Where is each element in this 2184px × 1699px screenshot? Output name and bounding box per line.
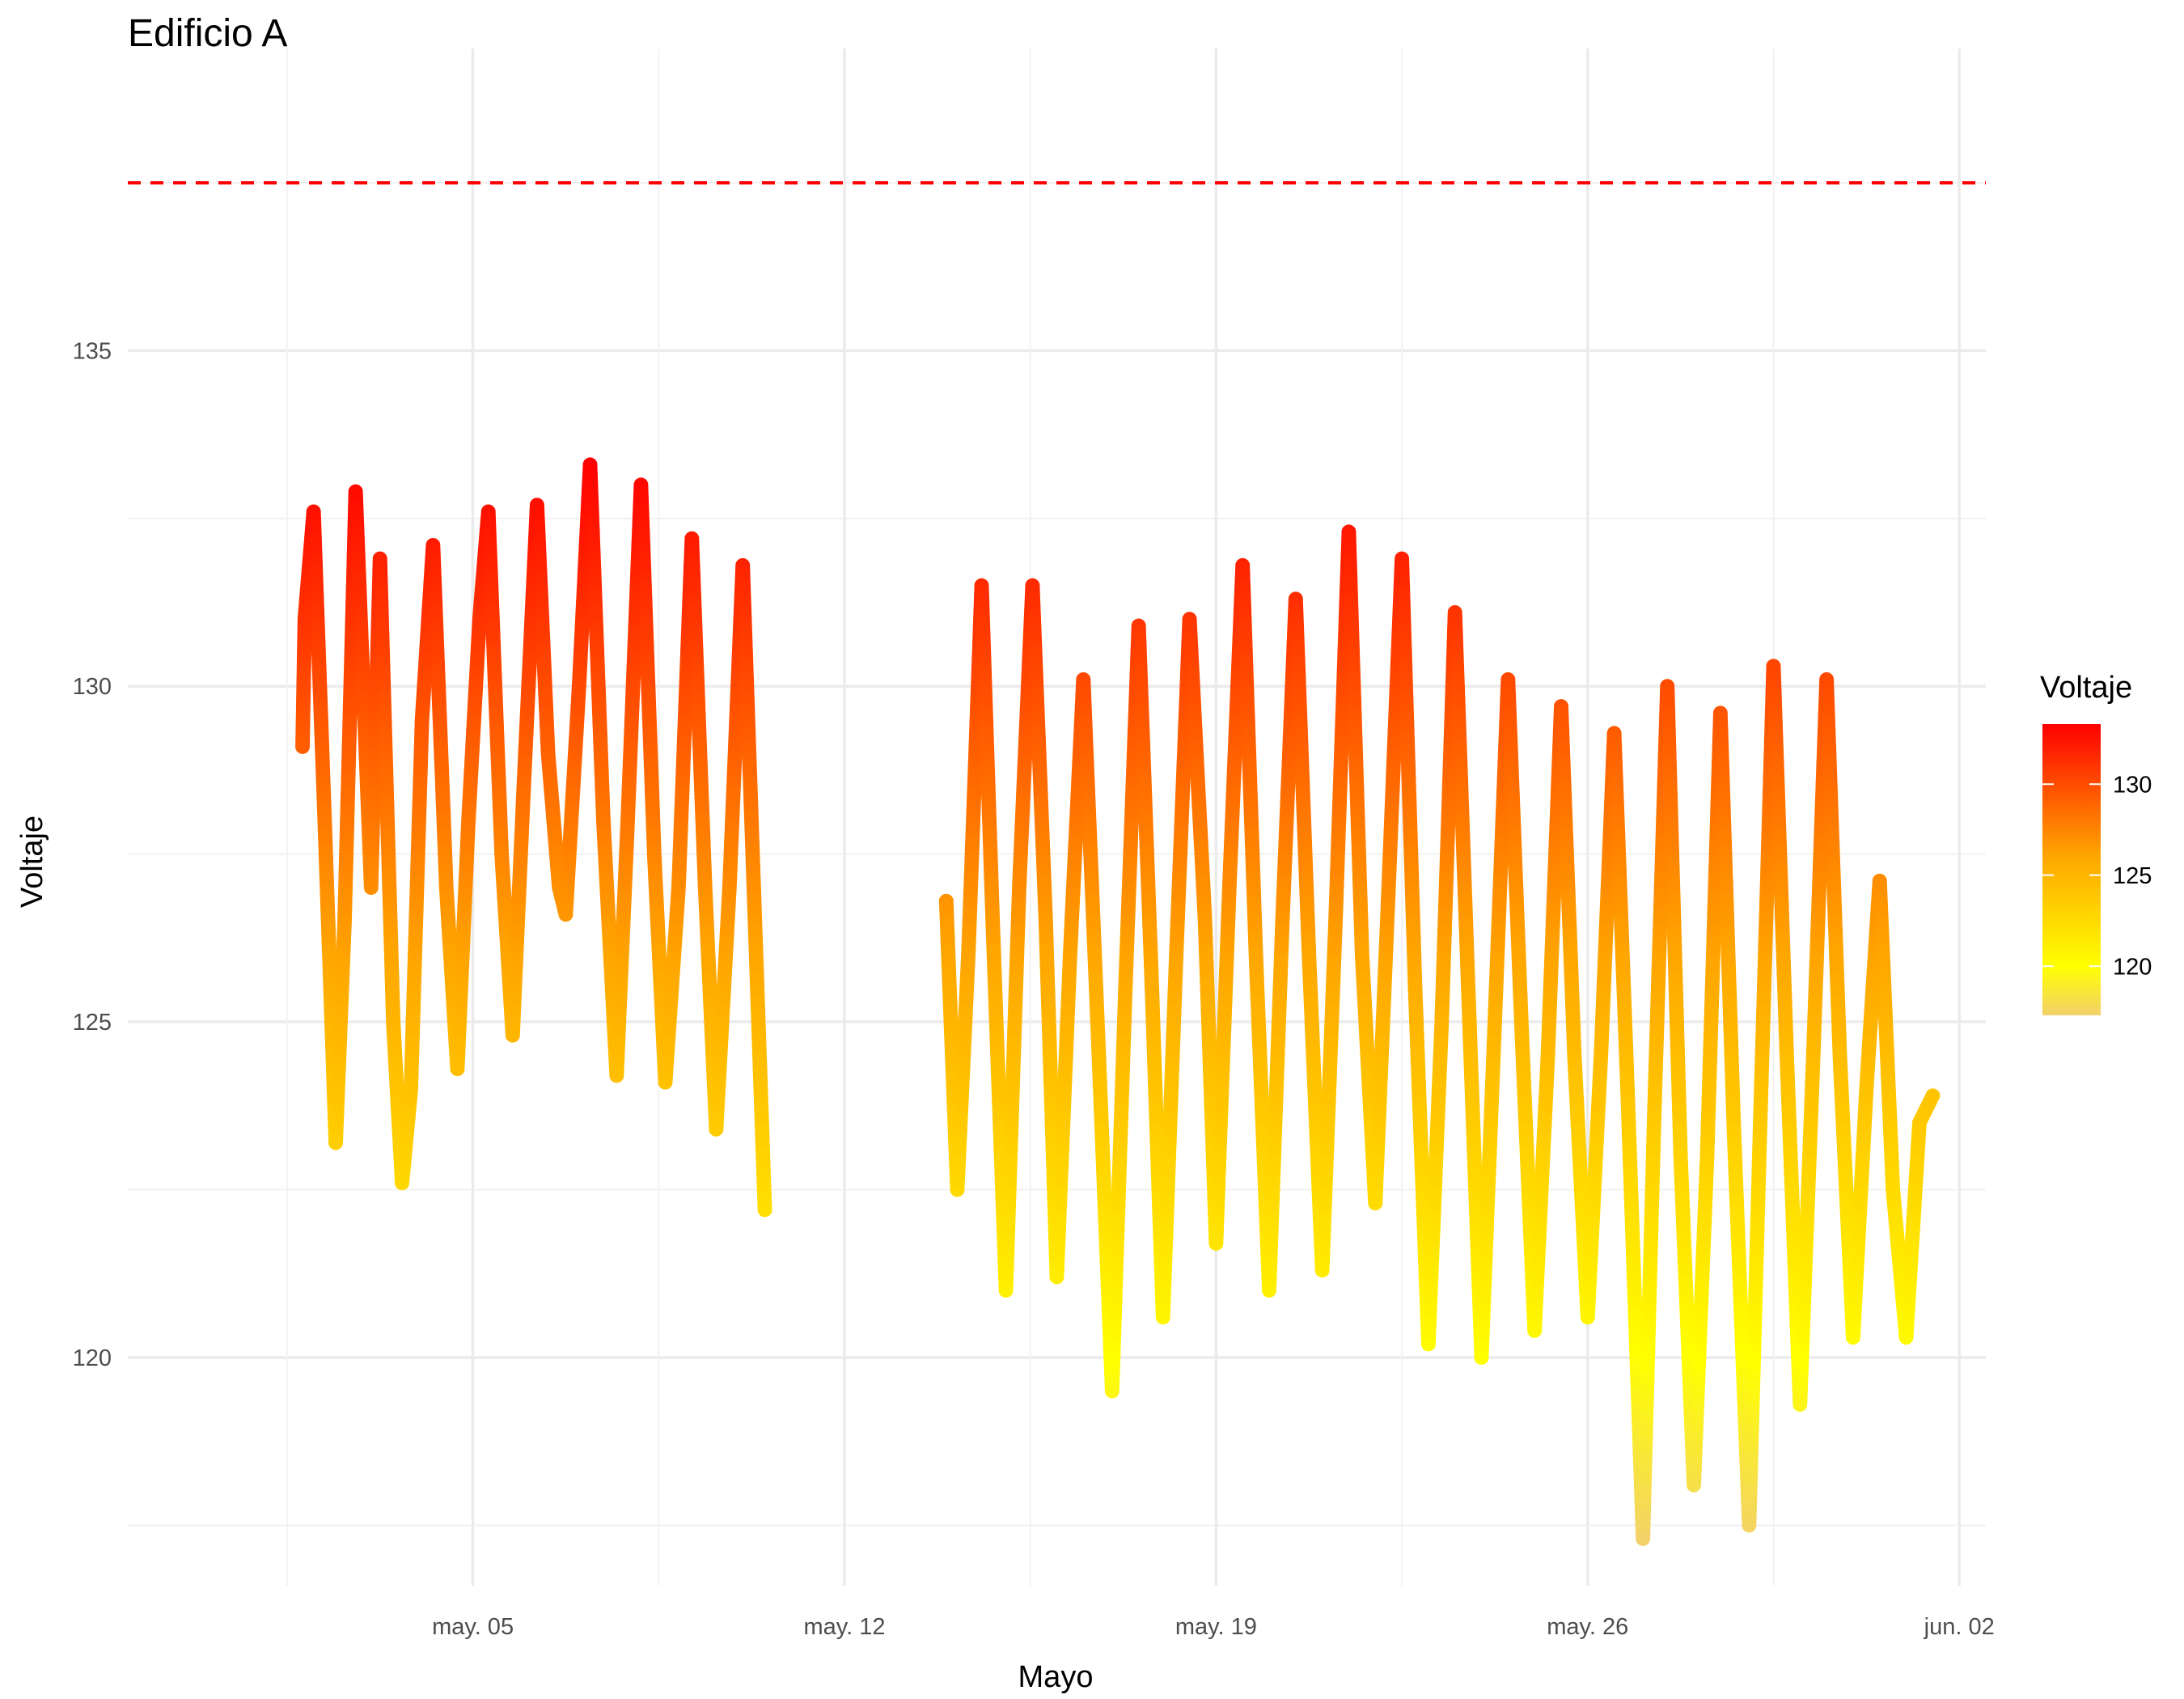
data-points [295,457,1941,1546]
grid-lines [128,49,1986,1586]
chart-title: Edificio A [128,12,288,55]
data-point [757,1202,772,1218]
